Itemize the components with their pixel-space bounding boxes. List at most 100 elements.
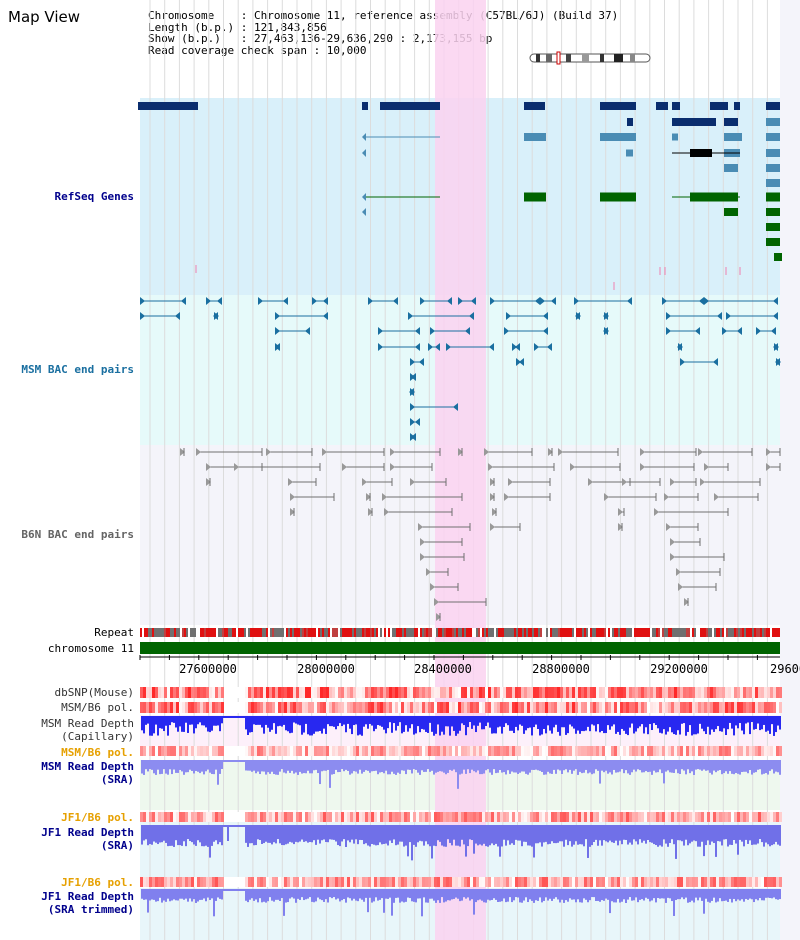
repeat-cell (282, 628, 284, 637)
repeat-cell (204, 628, 206, 637)
heat-cell (473, 812, 476, 822)
depth-bar (149, 716, 151, 736)
refseq-gene-features[interactable] (138, 102, 782, 290)
heat-cell (359, 687, 362, 698)
heat-cell (500, 702, 503, 713)
depth-bar (751, 825, 753, 845)
repeat-cell (378, 628, 380, 637)
depth-bar (411, 825, 413, 861)
repeat-cell (400, 628, 402, 637)
heat-cell (623, 877, 626, 887)
depth-bar (697, 825, 699, 847)
heat-cell (329, 687, 332, 698)
repeat-cell (664, 628, 666, 637)
heat-cell (332, 702, 335, 713)
heat-cell (158, 746, 161, 756)
depth-bar (523, 825, 525, 842)
heat-cell (545, 746, 548, 756)
heat-cell (752, 687, 755, 698)
repeat-track[interactable] (140, 628, 780, 637)
depth-bar (569, 716, 571, 725)
depth-bar (355, 760, 357, 772)
depth-bar (217, 760, 219, 785)
depth-bar (271, 889, 273, 901)
bac-end (471, 297, 476, 305)
heat-cell (755, 812, 758, 822)
depth-bar (373, 889, 375, 902)
heat-cell (605, 812, 608, 822)
msm-bac-features[interactable] (140, 297, 781, 441)
depth-bar (701, 760, 703, 771)
depth-bar (709, 760, 711, 773)
heat-cell (773, 877, 776, 887)
selection-highlight[interactable] (435, 0, 486, 940)
heat-cell (656, 702, 659, 713)
heat-cell (458, 812, 461, 822)
depth-bar (219, 716, 221, 732)
depth-bar (641, 825, 643, 843)
heat-cell (209, 877, 212, 887)
bac-end (420, 553, 425, 561)
refseq-track-label[interactable]: RefSeq Genes (54, 190, 134, 203)
repeat-cell (448, 628, 450, 637)
b6n-bac-track-label[interactable]: B6N BAC end pairs (21, 528, 134, 541)
depth-bar (763, 889, 765, 901)
repeat-cell (722, 628, 724, 637)
repeat-cell (252, 628, 254, 637)
repeat-cell (360, 628, 362, 637)
depth-bar (543, 760, 545, 775)
heat-cell (320, 746, 323, 756)
depth-bar (155, 760, 157, 775)
depth-bar (369, 825, 371, 847)
depth-bar (399, 889, 401, 903)
repeat-cell (514, 628, 516, 637)
heat-cell (374, 877, 377, 887)
depth-bar (467, 716, 469, 728)
bac-end (415, 418, 420, 426)
polymorphism-strips[interactable] (140, 687, 782, 887)
bac-end (447, 297, 452, 305)
heat-cell (464, 877, 467, 887)
repeat-cell (330, 628, 332, 637)
depth-bar (527, 760, 529, 775)
repeat-cell (314, 628, 316, 637)
heat-cell (737, 702, 740, 713)
heat-cell (440, 812, 443, 822)
repeat-cell (320, 628, 322, 637)
depth-bar (673, 889, 675, 916)
heat-cell (683, 877, 686, 887)
repeat-cell (170, 628, 172, 637)
read-depth-bars[interactable] (141, 716, 781, 917)
depth-bar (223, 760, 225, 762)
depth-bar (705, 889, 707, 899)
repeat-cell (670, 628, 672, 637)
depth-bar (683, 716, 685, 724)
b6n-bac-features[interactable] (180, 448, 781, 621)
depth-bar (475, 760, 477, 773)
depth-bar (587, 825, 589, 858)
repeat-cell (472, 628, 474, 637)
repeat-cell (606, 628, 608, 637)
depth-bar (371, 825, 373, 845)
depth-bar (461, 760, 463, 774)
heat-cell (158, 877, 161, 887)
depth-bar (269, 825, 271, 843)
repeat-cell (758, 628, 760, 637)
msm-bac-track-label[interactable]: MSM BAC end pairs (21, 363, 134, 376)
heat-cell (605, 877, 608, 887)
depth-bar (643, 716, 645, 734)
heat-cell (743, 687, 746, 698)
heat-cell (455, 812, 458, 822)
heat-cell (629, 746, 632, 756)
chromosome-ideogram[interactable] (529, 51, 651, 65)
depth-bar (227, 716, 229, 718)
depth-bar (577, 760, 579, 775)
bac-end (490, 478, 495, 486)
heat-cell (329, 702, 332, 713)
chromosome-bar[interactable] (140, 642, 780, 654)
depth-bar (735, 825, 737, 844)
heat-cell (626, 746, 629, 756)
heat-cell (554, 812, 557, 822)
depth-bar (307, 889, 309, 899)
depth-bar (327, 889, 329, 903)
